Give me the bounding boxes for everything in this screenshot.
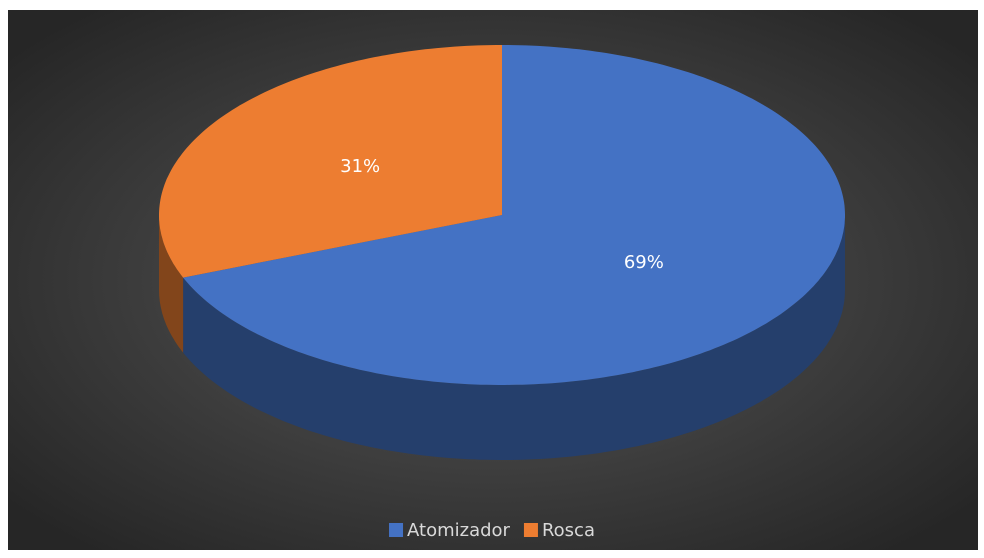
pie: 69% 31%: [159, 45, 846, 460]
legend-swatch: [389, 523, 404, 537]
data-label: 69%: [624, 252, 664, 273]
legend-label: Rosca: [542, 520, 595, 541]
pie-slice: [183, 45, 846, 385]
pie-slice: [159, 45, 502, 278]
legend: Atomizador Rosca: [389, 520, 595, 541]
data-label: 31%: [340, 156, 380, 177]
legend-swatch: [523, 523, 538, 537]
pie-slice-side: [183, 215, 846, 460]
legend-label: Atomizador: [407, 520, 511, 541]
pie-slice-side: [159, 215, 184, 353]
